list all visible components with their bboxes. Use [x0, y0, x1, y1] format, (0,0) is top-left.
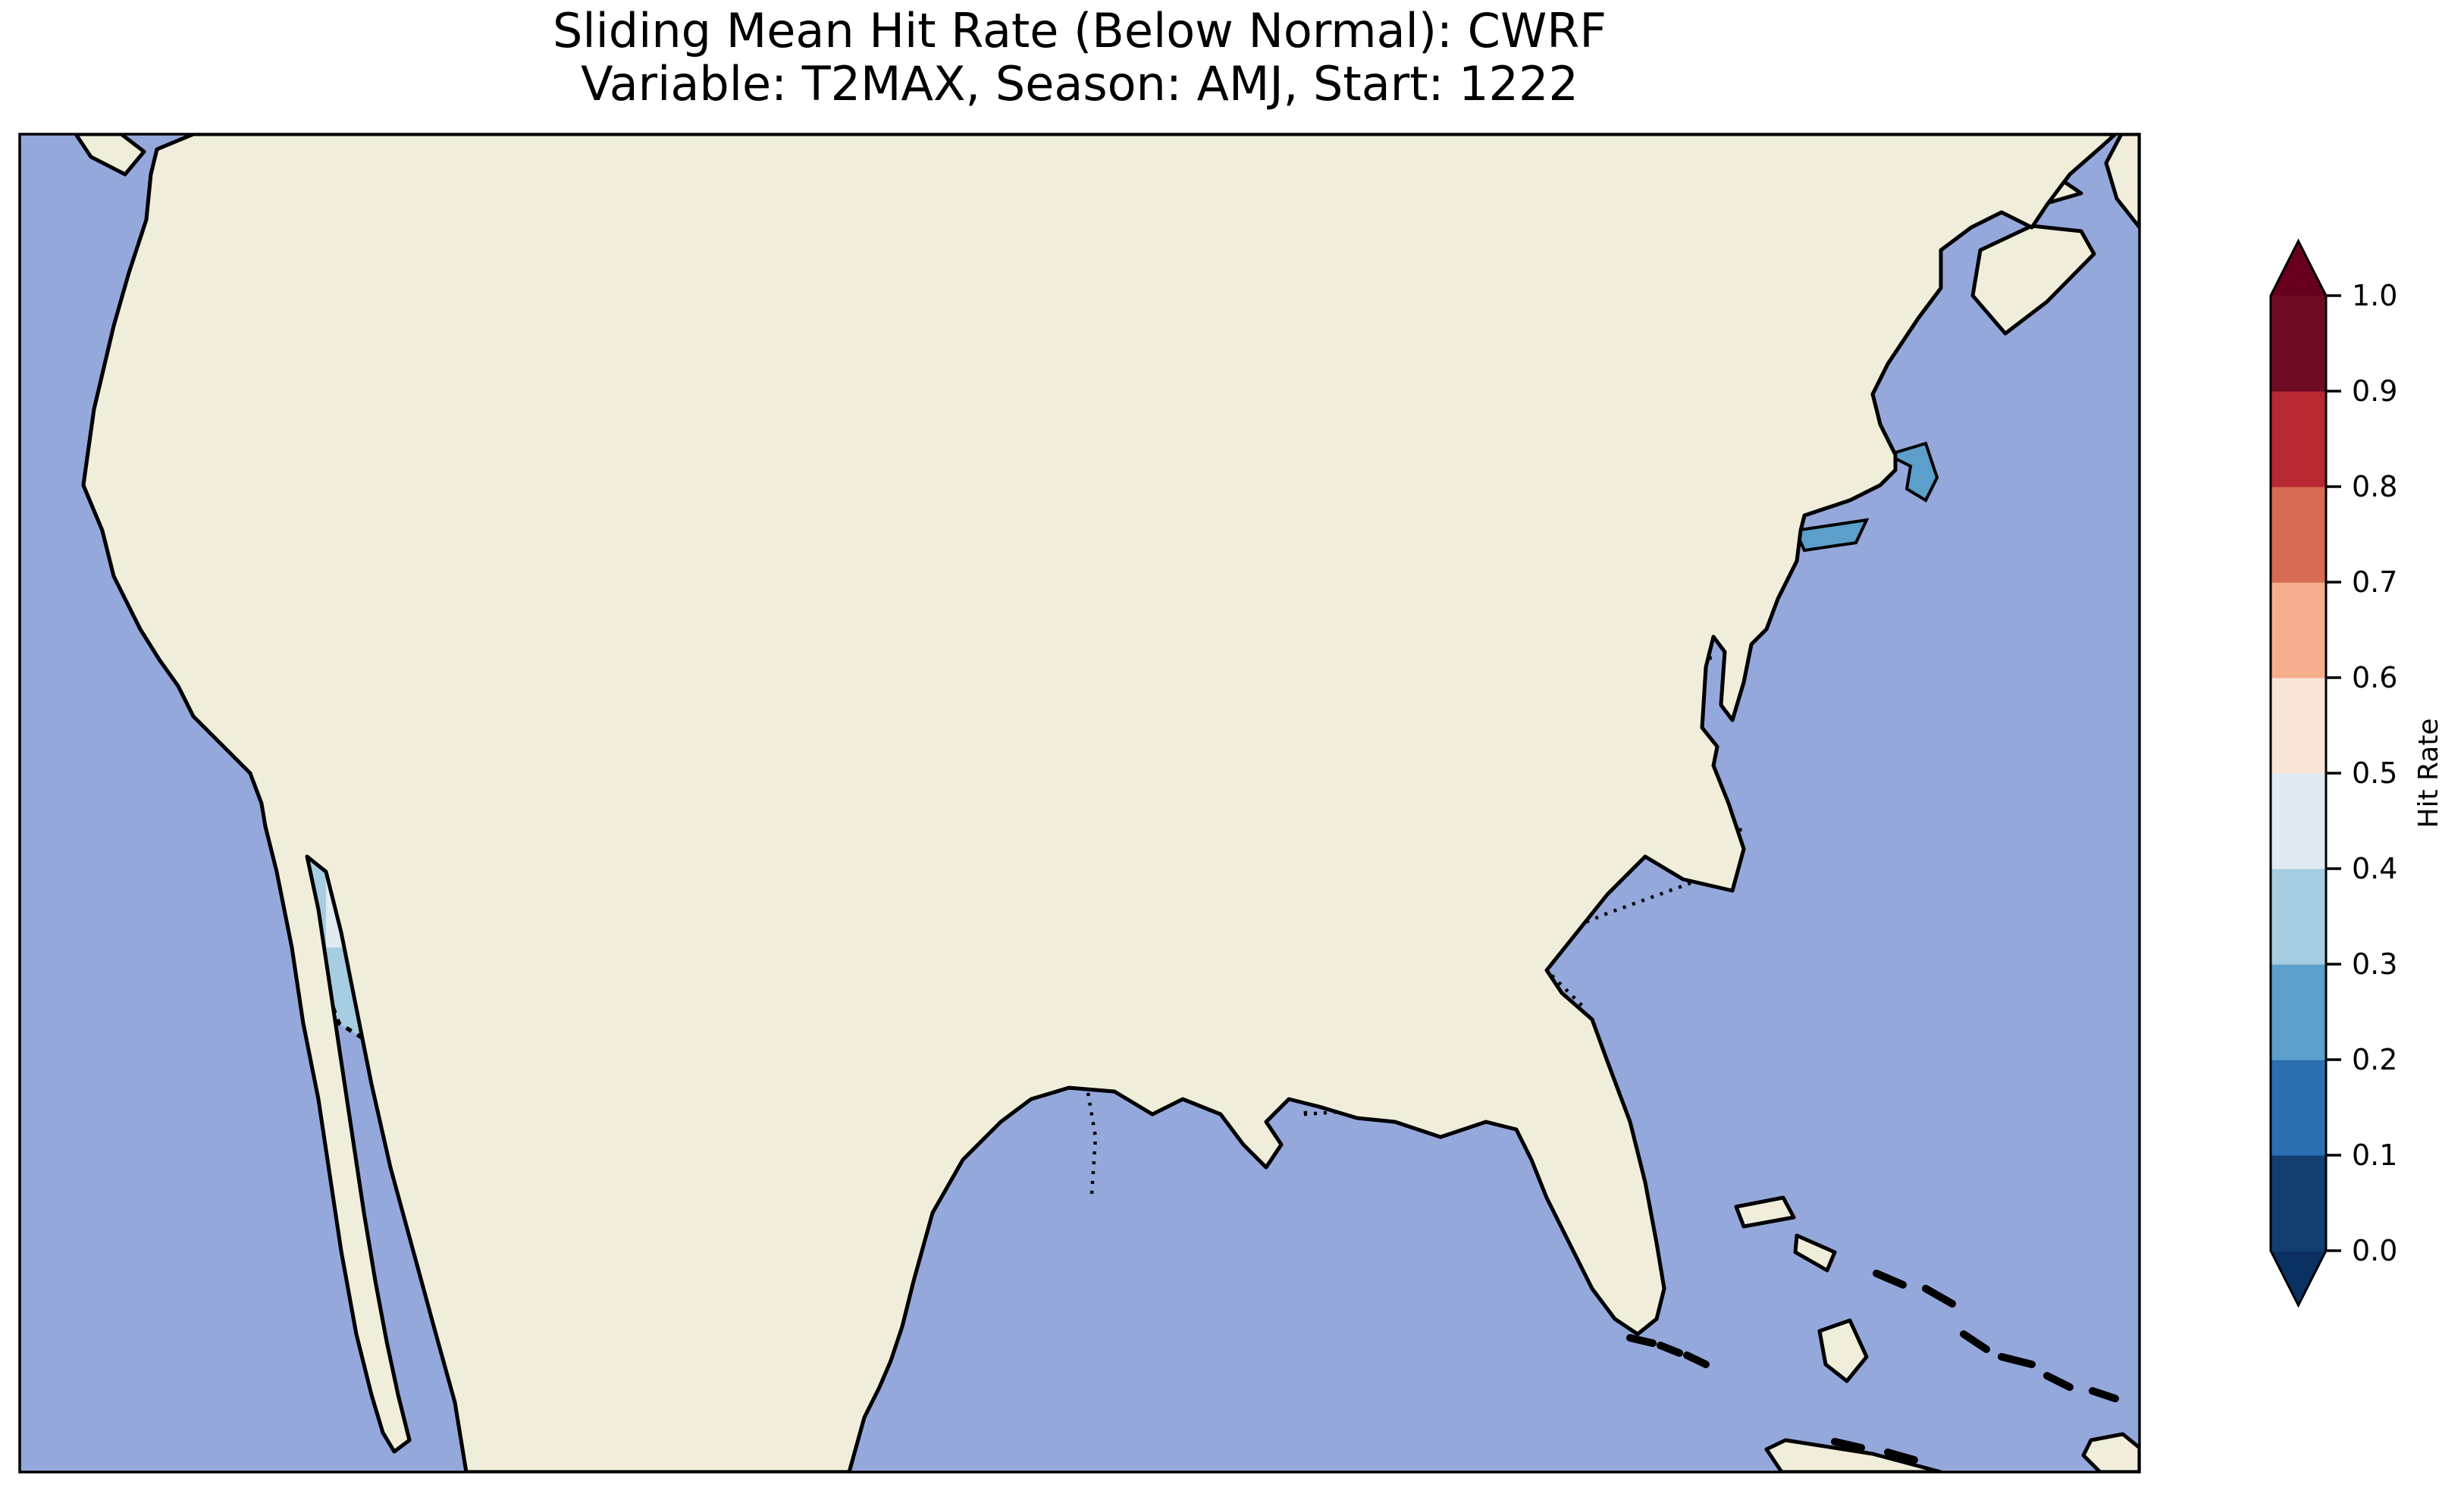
colorbar-tick-label: 0.7: [2352, 565, 2397, 599]
colorbar-segment: [2271, 487, 2326, 583]
colorbar-tick-label: 0.3: [2352, 947, 2397, 981]
colorbar-segment: [2271, 773, 2326, 869]
colorbar-tick-label: 0.2: [2352, 1043, 2397, 1076]
colorbar-segment: [2271, 678, 2326, 774]
map-figure: 1.0 0.9 0.8 0.7 0.6 0.5 0.4 0.3 0.2 0.1 0.0 Hit Ra…: [0, 0, 2464, 1494]
hispaniola: [2083, 1434, 2140, 1472]
colorbar-tick-label: 0.1: [2352, 1139, 2397, 1172]
colorbar-segment: [2271, 582, 2326, 678]
colorbar-segment: [2271, 391, 2326, 487]
colorbar-tick-label: 0.9: [2352, 374, 2397, 408]
colorbar-tick-label: 0.8: [2352, 470, 2397, 503]
colorbar-over-arrow: [2271, 241, 2326, 296]
colorbar: 1.0 0.9 0.8 0.7 0.6 0.5 0.4 0.3 0.2 0.1 0.0: [2271, 241, 2397, 1305]
colorbar-tick-label: 0.0: [2352, 1234, 2397, 1267]
colorbar-segment: [2271, 296, 2326, 392]
colorbar-tick-label: 1.0: [2352, 279, 2397, 312]
colorbar-under-arrow: [2271, 1251, 2326, 1305]
colorbar-segment: [2271, 1060, 2326, 1156]
colorbar-segment: [2271, 964, 2326, 1060]
colorbar-segment: [2271, 1155, 2326, 1251]
colorbar-tick-label: 0.4: [2352, 852, 2397, 885]
colorbar-axis-label: Hit Rate: [2413, 718, 2444, 828]
colorbar-segment: [2271, 869, 2326, 965]
colorbar-tick-label: 0.5: [2352, 756, 2397, 790]
colorbar-tick-label: 0.6: [2352, 661, 2397, 694]
